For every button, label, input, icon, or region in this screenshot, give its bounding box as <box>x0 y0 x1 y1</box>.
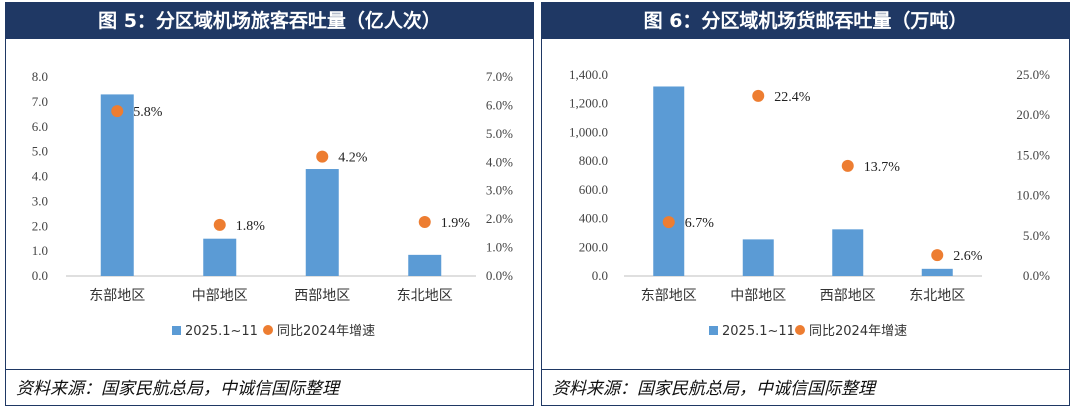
growth-data-label: 22.4% <box>774 90 811 105</box>
legend-bar-label: 2025.1~11 <box>722 324 795 339</box>
passenger-chart-svg: 0.0 1.0 2.0 3.0 4.0 5.0 6.0 7.0 8.0 0.0% 1.0% 2.0% 3… <box>32 69 513 339</box>
right-axis-tick-label: 4.0% <box>486 154 513 169</box>
passenger-chart-area: 0.0 1.0 2.0 3.0 4.0 5.0 6.0 7.0 8.0 0.0% 1.0% 2.0% 3… <box>6 40 533 370</box>
legend-dot-swatch <box>795 325 805 335</box>
bar <box>305 169 339 276</box>
right-axis-tick-label: 5.0% <box>1023 228 1050 243</box>
bar <box>653 86 685 276</box>
legend-dot-label: 同比2024年增速 <box>277 324 375 339</box>
left-axis-tick-label: 6.0 <box>32 119 48 134</box>
bar <box>832 229 864 276</box>
legend-bar-swatch <box>709 326 718 335</box>
bar <box>742 239 774 276</box>
growth-dot <box>316 150 329 163</box>
legend-bar-swatch <box>172 326 181 335</box>
bar <box>921 268 953 276</box>
category-label: 东部地区 <box>89 288 145 304</box>
left-axis-tick-label: 0.0 <box>32 268 48 283</box>
right-axis-tick-label: 25.0% <box>1016 67 1050 82</box>
right-axis-tick-label: 3.0% <box>486 183 513 198</box>
passenger-source-note: 资料来源：国家民航总局，中诚信国际整理 <box>16 379 339 399</box>
left-axis-tick-label: 7.0 <box>32 94 48 109</box>
category-label: 西部地区 <box>820 288 876 304</box>
category-label: 东北地区 <box>909 288 965 304</box>
right-axis-tick-label: 6.0% <box>486 97 513 112</box>
growth-data-label: 6.7% <box>685 216 715 231</box>
cargo-source-note: 资料来源：国家民航总局，中诚信国际整理 <box>552 379 875 399</box>
right-axis-tick-label: 1.0% <box>486 240 513 255</box>
left-axis-tick-label: 400.0 <box>579 211 608 226</box>
cargo-chart-svg: 0.0 200.0 400.0 600.0 800.0 1,000.0 1,200.0 1,4… <box>569 67 1050 339</box>
left-axis-tick-label: 800.0 <box>579 153 608 168</box>
legend-bar-label: 2025.1~11 <box>185 324 258 339</box>
left-axis-tick-label: 3.0 <box>32 193 48 208</box>
right-axis-tick-label: 7.0% <box>486 69 513 84</box>
left-axis-tick-label: 8.0 <box>32 69 48 84</box>
cargo-chart-title: 图 6：分区域机场货邮吞吐量（万吨） <box>542 3 1069 39</box>
left-axis-tick-label: 200.0 <box>579 239 608 254</box>
right-axis-tick-label: 5.0% <box>486 126 513 141</box>
growth-data-label: 1.9% <box>441 216 471 231</box>
cargo-chart-area: 0.0 200.0 400.0 600.0 800.0 1,000.0 1,200.0 1,4… <box>542 40 1069 370</box>
right-axis-tick-label: 0.0% <box>486 268 513 283</box>
growth-dot <box>662 216 675 229</box>
growth-data-label: 1.8% <box>236 219 266 234</box>
growth-dot <box>418 215 431 228</box>
growth-data-label: 13.7% <box>864 160 901 175</box>
category-label: 中部地区 <box>730 288 786 304</box>
growth-dot <box>752 89 765 102</box>
left-axis-tick-label: 5.0 <box>32 144 48 159</box>
category-label: 东北地区 <box>397 288 453 304</box>
legend-dot-swatch <box>263 325 273 335</box>
category-label: 西部地区 <box>294 288 350 304</box>
bar <box>408 254 442 276</box>
growth-data-label: 4.2% <box>338 151 368 166</box>
left-axis-tick-label: 0.0 <box>592 268 608 283</box>
right-axis-tick-label: 2.0% <box>486 211 513 226</box>
left-axis-tick-label: 1,200.0 <box>569 96 608 111</box>
growth-data-label: 2.6% <box>953 249 983 264</box>
bar <box>203 238 237 276</box>
passenger-chart-title: 图 5：分区域机场旅客吞吐量（亿人次） <box>6 3 533 39</box>
category-label: 东部地区 <box>641 288 697 304</box>
passenger-chart-panel: 图 5：分区域机场旅客吞吐量（亿人次） 0.0 1.0 2.0 3.0 4.0 5.0 6.… <box>5 2 534 406</box>
right-axis-tick-label: 0.0% <box>1023 268 1050 283</box>
left-axis-tick-label: 600.0 <box>579 182 608 197</box>
left-axis-tick-label: 1.0 <box>32 243 48 258</box>
category-label: 中部地区 <box>192 288 248 304</box>
right-axis-tick-label: 20.0% <box>1016 107 1050 122</box>
left-axis-tick-label: 2.0 <box>32 218 48 233</box>
right-axis-tick-label: 15.0% <box>1016 147 1050 162</box>
growth-data-label: 5.8% <box>133 105 163 120</box>
right-axis-tick-label: 10.0% <box>1016 188 1050 203</box>
legend-dot-label: 同比2024年增速 <box>809 324 907 339</box>
left-axis-tick-label: 1,400.0 <box>569 67 608 82</box>
growth-dot <box>841 159 854 172</box>
growth-dot <box>111 105 124 118</box>
cargo-chart-panel: 图 6：分区域机场货邮吞吐量（万吨） 0.0 200.0 400.0 600.0 800… <box>541 2 1070 406</box>
growth-dot <box>213 218 226 231</box>
left-axis-tick-label: 1,000.0 <box>569 124 608 139</box>
left-axis-tick-label: 4.0 <box>32 169 48 184</box>
bar <box>100 94 134 276</box>
growth-dot <box>931 249 944 262</box>
